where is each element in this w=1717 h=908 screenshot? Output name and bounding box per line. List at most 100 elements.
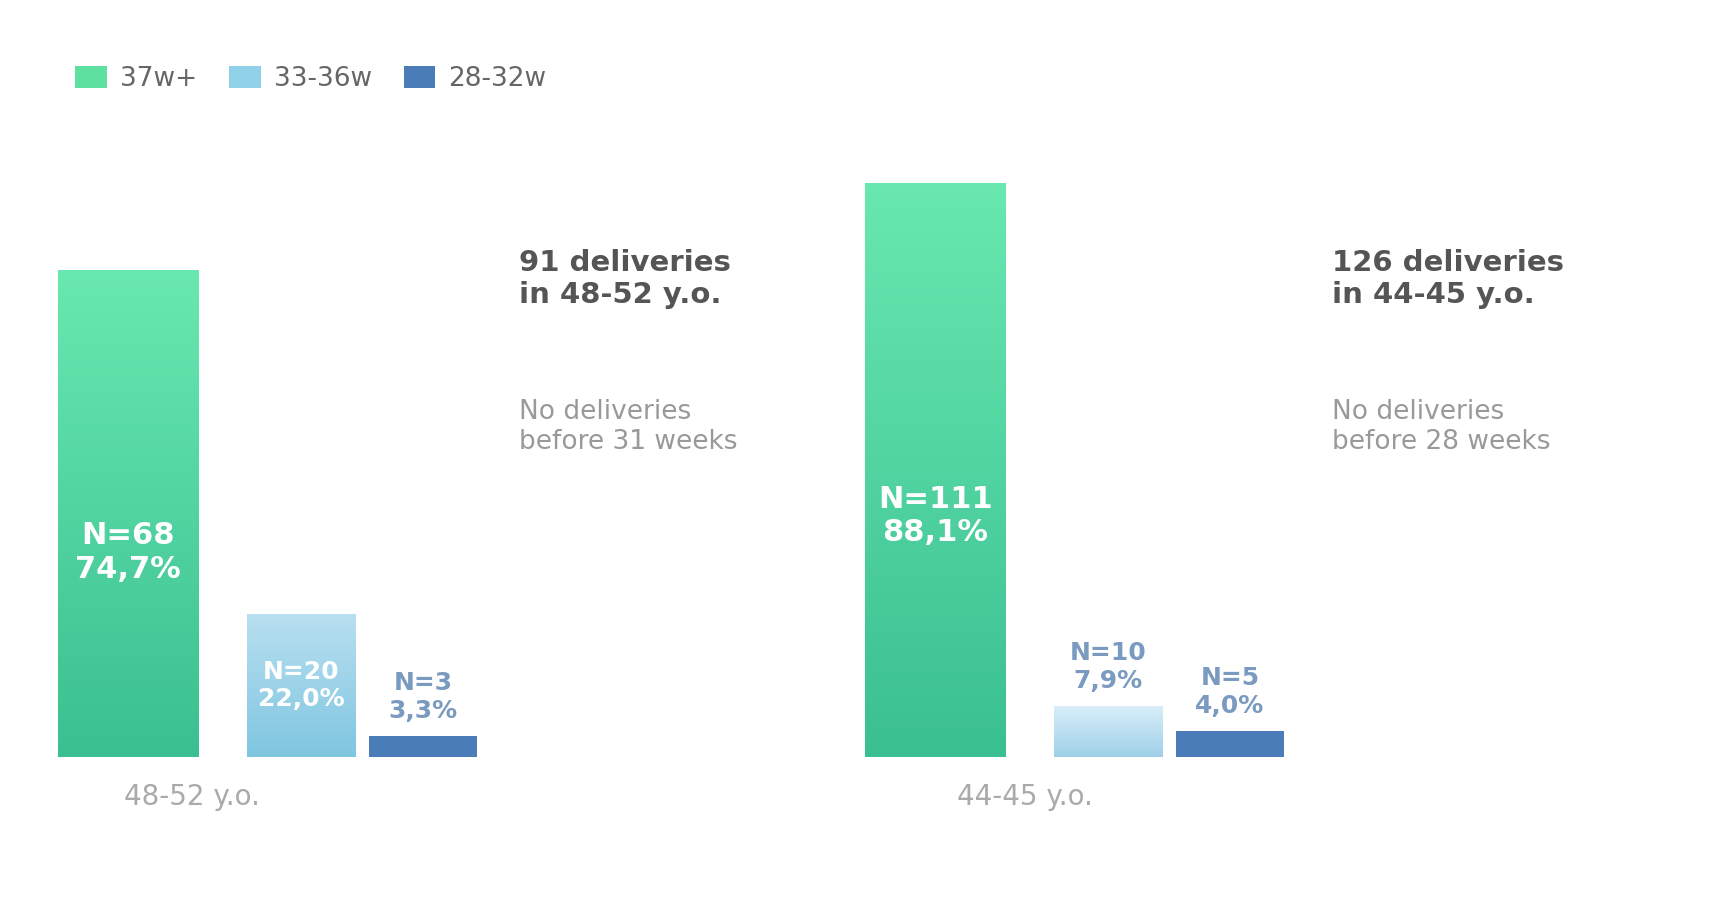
- Bar: [865, 725, 1006, 728]
- Bar: [865, 249, 1006, 252]
- Bar: [865, 530, 1006, 533]
- Bar: [58, 545, 199, 548]
- Bar: [865, 281, 1006, 283]
- Bar: [865, 516, 1006, 518]
- Bar: [58, 587, 199, 589]
- Bar: [865, 487, 1006, 490]
- Bar: [58, 752, 199, 755]
- Bar: [865, 467, 1006, 470]
- Text: N=5
4,0%: N=5 4,0%: [1195, 666, 1265, 718]
- Bar: [865, 223, 1006, 226]
- Bar: [58, 676, 199, 679]
- Bar: [58, 484, 199, 487]
- Bar: [865, 360, 1006, 364]
- Bar: [58, 479, 199, 482]
- Bar: [58, 511, 199, 514]
- Bar: [865, 599, 1006, 602]
- Bar: [58, 380, 199, 382]
- Bar: [865, 257, 1006, 261]
- Bar: [58, 521, 199, 523]
- Bar: [865, 312, 1006, 315]
- Bar: [865, 387, 1006, 390]
- Bar: [865, 728, 1006, 731]
- Legend: 37w+, 33-36w, 28-32w: 37w+, 33-36w, 28-32w: [65, 55, 556, 103]
- Bar: [865, 651, 1006, 654]
- Bar: [865, 587, 1006, 590]
- Bar: [58, 701, 199, 704]
- Bar: [865, 533, 1006, 536]
- Bar: [58, 390, 199, 392]
- Bar: [865, 582, 1006, 585]
- Bar: [865, 237, 1006, 241]
- Bar: [58, 458, 199, 460]
- Bar: [865, 289, 1006, 292]
- Bar: [58, 637, 199, 640]
- Bar: [865, 614, 1006, 617]
- Bar: [865, 639, 1006, 642]
- Bar: [865, 711, 1006, 714]
- Bar: [865, 688, 1006, 691]
- Bar: [865, 424, 1006, 427]
- Bar: [58, 594, 199, 597]
- Bar: [865, 602, 1006, 605]
- Bar: [865, 278, 1006, 281]
- Bar: [58, 278, 199, 280]
- Bar: [58, 304, 199, 307]
- Bar: [865, 266, 1006, 269]
- Bar: [58, 694, 199, 696]
- Bar: [58, 372, 199, 375]
- Bar: [865, 627, 1006, 631]
- Bar: [865, 283, 1006, 286]
- Bar: [58, 409, 199, 411]
- Bar: [865, 355, 1006, 358]
- Bar: [865, 679, 1006, 683]
- Bar: [58, 650, 199, 653]
- Bar: [865, 232, 1006, 234]
- Bar: [58, 323, 199, 326]
- Bar: [58, 655, 199, 657]
- Bar: [865, 367, 1006, 370]
- Bar: [58, 297, 199, 300]
- Bar: [865, 700, 1006, 703]
- Bar: [865, 226, 1006, 229]
- Bar: [865, 731, 1006, 735]
- Bar: [865, 375, 1006, 378]
- Text: N=68
74,7%: N=68 74,7%: [76, 521, 182, 584]
- Bar: [865, 654, 1006, 656]
- Bar: [865, 415, 1006, 419]
- Bar: [865, 528, 1006, 530]
- Bar: [865, 755, 1006, 757]
- Bar: [58, 465, 199, 468]
- Bar: [58, 382, 199, 385]
- Bar: [369, 735, 477, 757]
- Bar: [865, 570, 1006, 573]
- Bar: [865, 542, 1006, 545]
- Bar: [58, 553, 199, 555]
- Bar: [58, 708, 199, 711]
- Bar: [865, 550, 1006, 553]
- Bar: [58, 416, 199, 419]
- Bar: [58, 540, 199, 543]
- Bar: [865, 241, 1006, 243]
- Bar: [865, 206, 1006, 209]
- Text: 91 deliveries
in 48-52 y.o.: 91 deliveries in 48-52 y.o.: [519, 249, 731, 309]
- Bar: [58, 348, 199, 350]
- Bar: [58, 319, 199, 321]
- Bar: [865, 429, 1006, 432]
- Bar: [865, 252, 1006, 254]
- Bar: [865, 338, 1006, 340]
- Bar: [58, 536, 199, 538]
- Bar: [58, 292, 199, 294]
- Bar: [865, 261, 1006, 263]
- Bar: [58, 468, 199, 469]
- Bar: [58, 446, 199, 448]
- Bar: [58, 404, 199, 407]
- Text: N=3
3,3%: N=3 3,3%: [388, 671, 457, 723]
- Bar: [865, 269, 1006, 271]
- Bar: [58, 368, 199, 370]
- Bar: [58, 743, 199, 745]
- Bar: [58, 355, 199, 358]
- Bar: [865, 622, 1006, 625]
- Bar: [58, 662, 199, 665]
- Bar: [58, 365, 199, 368]
